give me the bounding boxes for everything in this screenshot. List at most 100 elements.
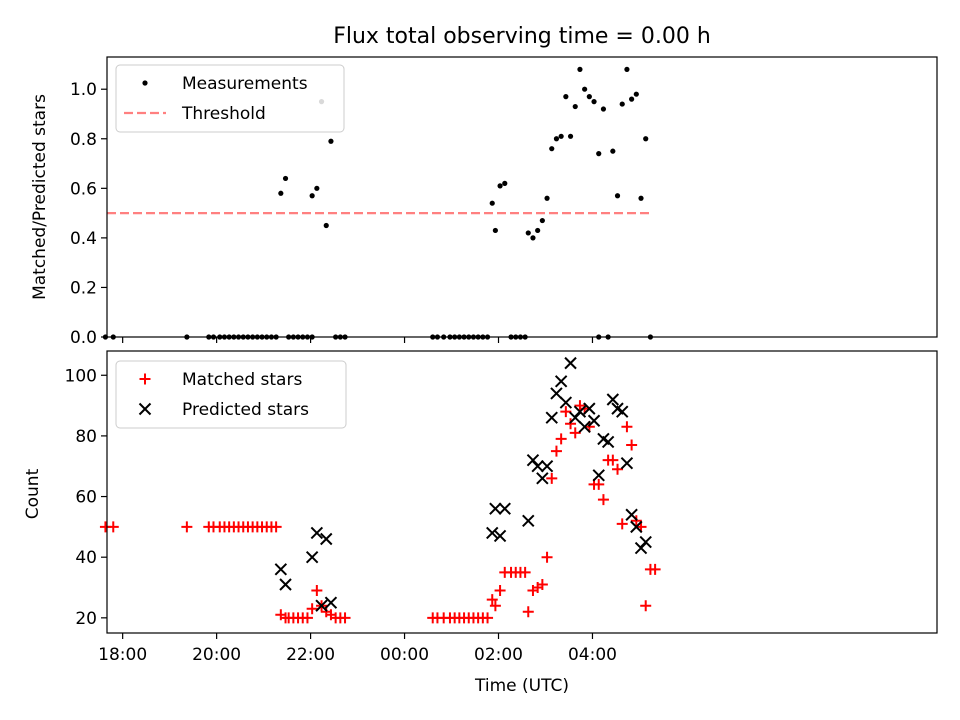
matched-star-point	[640, 600, 652, 612]
measurement-point	[502, 180, 508, 186]
measurement-point	[497, 183, 503, 189]
matched-star-point	[616, 518, 628, 530]
measurement-point	[633, 91, 639, 97]
predicted-star-point	[601, 435, 615, 449]
matched-star-point	[311, 585, 323, 597]
legend-marker	[139, 373, 151, 385]
x-tick-label: 04:00	[568, 645, 617, 665]
matched-star-point	[626, 439, 638, 451]
measurement-point	[619, 101, 625, 107]
top-panel: 0.0 0.2 0.4 0.6 0.8 1.0 Matched/Predicted sta…	[30, 56, 938, 348]
measurement-point	[553, 136, 560, 142]
y-tick-label: 80	[75, 427, 97, 447]
y-tick-label: 0.4	[70, 229, 97, 249]
predicted-star-point	[274, 563, 288, 576]
predicted-star-point	[606, 393, 620, 406]
measurement-point	[572, 103, 578, 110]
measurement-point	[638, 195, 644, 201]
bottom-plot-marks	[99, 356, 661, 624]
matched-star-point	[522, 606, 534, 618]
y-tick-label: 0.8	[70, 130, 97, 150]
measurement-point	[530, 235, 536, 241]
measurement-point	[591, 99, 597, 105]
x-tick-label: 22:00	[286, 645, 335, 665]
measurement-point	[549, 146, 555, 152]
measurement-point	[278, 190, 284, 196]
matched-star-point	[482, 612, 494, 624]
measurement-point	[614, 193, 621, 199]
measurement-point	[558, 133, 564, 139]
matched-star-point	[181, 521, 193, 533]
bottom-legend: Matched stars Predicted stars	[115, 360, 347, 429]
predicted-star-point	[564, 356, 577, 370]
top-chart-title: Flux total observing time = 0.00 h	[333, 24, 711, 49]
matched-star-point	[536, 578, 548, 590]
legend-marker	[142, 80, 148, 86]
predicted-star-point	[630, 520, 643, 534]
y-tick-label: 40	[75, 548, 97, 568]
predicted-star-point	[522, 514, 535, 528]
y-tick-label: 100	[65, 366, 97, 386]
matched-star-point	[306, 603, 318, 615]
measurement-point	[535, 227, 541, 234]
measurement-point	[610, 148, 616, 154]
matched-star-point	[593, 478, 605, 490]
predicted-star-point	[305, 550, 319, 564]
matched-star-point	[560, 406, 572, 418]
x-tick-label: 20:00	[192, 645, 241, 665]
predicted-star-point	[279, 578, 292, 591]
measurement-point	[539, 217, 545, 224]
measurement-point	[600, 106, 607, 112]
measurement-point	[282, 175, 289, 182]
predicted-star-point	[620, 456, 634, 470]
measurement-point	[624, 66, 630, 72]
predicted-star-point	[310, 526, 324, 540]
legend-marker	[138, 402, 152, 416]
matched-star-point	[550, 445, 562, 457]
predicted-star-point	[545, 411, 558, 424]
y-tick-label: 60	[75, 488, 97, 508]
matched-star-point	[555, 433, 567, 445]
y-tick-label: 0.6	[70, 179, 97, 199]
measurement-point	[582, 86, 588, 92]
legend-box	[115, 360, 347, 429]
top-ylabel: Matched/Predicted stars	[30, 94, 50, 300]
x-tick-label: 00:00	[380, 645, 429, 665]
top-plot-frame	[106, 56, 938, 338]
bottom-xlabel: Time (UTC)	[474, 676, 569, 696]
predicted-star-point	[540, 460, 554, 473]
measurement-point	[328, 138, 334, 144]
measurement-point	[563, 94, 569, 100]
measurement-point	[596, 151, 602, 157]
predicted-star-point	[616, 405, 629, 418]
measurement-point	[586, 94, 592, 100]
bottom-ylabel: Count	[23, 468, 43, 519]
predicted-star-point	[531, 460, 544, 473]
legend-label: Predicted stars	[182, 400, 309, 420]
matched-star-point	[541, 551, 553, 563]
matched-star-point	[597, 494, 609, 506]
predicted-star-point	[578, 420, 591, 434]
predicted-star-point	[592, 469, 605, 482]
matched-star-point	[607, 454, 619, 466]
predicted-star-point	[498, 502, 511, 515]
legend-label: Matched stars	[182, 370, 302, 390]
predicted-star-point	[493, 529, 507, 543]
predicted-star-point	[573, 405, 587, 418]
measurement-point	[323, 222, 329, 229]
matched-star-point	[621, 421, 633, 433]
matched-star-point	[301, 612, 313, 624]
predicted-star-point	[489, 502, 502, 515]
bottom-plot-frame	[106, 350, 938, 634]
matched-star-point	[270, 521, 282, 533]
y-tick-label: 0.2	[70, 278, 97, 298]
predicted-star-point	[324, 596, 338, 609]
matched-star-point	[489, 600, 501, 612]
measurement-point	[492, 227, 498, 234]
matched-star-point	[546, 472, 558, 484]
predicted-star-point	[550, 387, 563, 400]
y-tick-label: 20	[75, 609, 97, 629]
measurement-point	[525, 230, 531, 236]
predicted-star-point	[639, 535, 652, 549]
